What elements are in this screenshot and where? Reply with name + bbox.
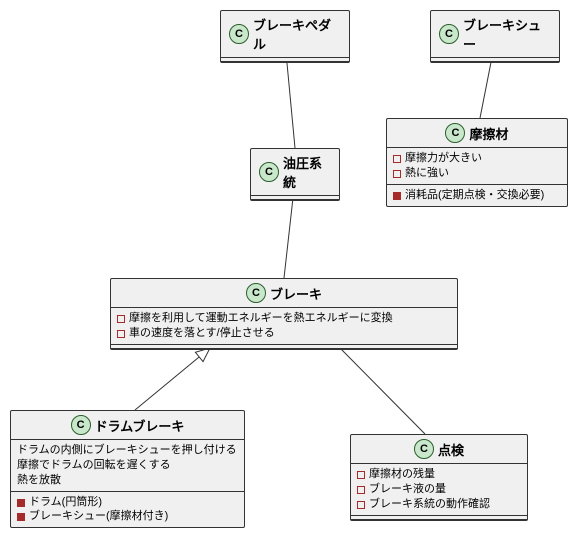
list-item: 車の速度を落とす/停止させる xyxy=(117,326,451,341)
node-divider xyxy=(251,196,339,200)
square-filled-icon xyxy=(393,192,401,200)
node-title: 摩擦材 xyxy=(469,124,508,143)
square-filled-icon xyxy=(17,513,25,521)
node-header: C ブレーキペダル xyxy=(221,11,349,58)
square-icon xyxy=(117,330,125,338)
node-title: 油圧系統 xyxy=(283,153,331,191)
class-icon: C xyxy=(229,24,249,44)
node-header: C 油圧系統 xyxy=(251,149,339,196)
square-icon xyxy=(357,486,365,494)
node-brake-pedal: C ブレーキペダル xyxy=(220,10,350,63)
plain-text: 摩擦でドラムの回転を遅くする xyxy=(17,458,238,473)
node-section: 摩擦力が大きい 熱に強い xyxy=(387,148,567,185)
item-text: 熱に強い xyxy=(405,166,449,181)
node-divider xyxy=(351,516,527,520)
node-header: C 摩擦材 xyxy=(387,119,567,148)
item-text: 摩擦力が大きい xyxy=(405,151,482,166)
list-item: 消耗品(定期点検・交換必要) xyxy=(393,188,561,203)
class-icon: C xyxy=(439,24,459,44)
list-item: ブレーキシュー(摩擦材付き) xyxy=(17,509,238,524)
node-title: ブレーキペダル xyxy=(253,15,341,53)
diagram-canvas: C ブレーキペダル C ブレーキシュー C 油圧系統 C 摩擦材 摩擦力が大きい… xyxy=(0,0,577,547)
list-item: 摩擦を利用して運動エネルギーを熱エネルギーに変換 xyxy=(117,311,451,326)
node-brake-shoe: C ブレーキシュー xyxy=(430,10,560,63)
square-icon xyxy=(393,170,401,178)
item-text: 消耗品(定期点検・交換必要) xyxy=(405,188,544,203)
node-inspection: C 点検 摩擦材の残量 ブレーキ液の量 ブレーキ系統の動作確認 xyxy=(350,434,528,521)
list-item: 摩擦材の残量 xyxy=(357,467,521,482)
square-icon xyxy=(357,501,365,509)
item-text: 摩擦材の残量 xyxy=(369,467,435,482)
node-header: C 点検 xyxy=(351,435,527,464)
list-item: ブレーキ液の量 xyxy=(357,482,521,497)
node-header: C ドラムブレーキ xyxy=(11,411,244,440)
square-icon xyxy=(393,155,401,163)
list-item: 熱に強い xyxy=(393,166,561,181)
node-divider xyxy=(221,58,349,62)
class-icon: C xyxy=(414,439,434,459)
list-item: 摩擦力が大きい xyxy=(393,151,561,166)
node-section: 摩擦材の残量 ブレーキ液の量 ブレーキ系統の動作確認 xyxy=(351,464,527,516)
node-friction-material: C 摩擦材 摩擦力が大きい 熱に強い 消耗品(定期点検・交換必要) xyxy=(386,118,568,207)
square-filled-icon xyxy=(17,499,25,507)
node-hydraulic: C 油圧系統 xyxy=(250,148,340,201)
node-divider xyxy=(111,345,457,349)
square-icon xyxy=(117,315,125,323)
item-text: ブレーキ液の量 xyxy=(369,482,446,497)
item-text: ドラム(円筒形) xyxy=(29,495,102,510)
node-brake: C ブレーキ 摩擦を利用して運動エネルギーを熱エネルギーに変換 車の速度を落とす… xyxy=(110,278,458,350)
square-icon xyxy=(357,471,365,479)
item-text: ブレーキシュー(摩擦材付き) xyxy=(29,509,168,524)
class-icon: C xyxy=(71,415,91,435)
node-title: ブレーキシュー xyxy=(463,15,551,53)
node-title: ドラムブレーキ xyxy=(95,416,185,435)
plain-text: 熱を放散 xyxy=(17,473,238,488)
node-section: ドラムの内側にブレーキシューを押し付ける 摩擦でドラムの回転を遅くする 熱を放散 xyxy=(11,440,244,492)
node-divider xyxy=(431,58,559,62)
node-section: 消耗品(定期点検・交換必要) xyxy=(387,185,567,206)
list-item: ドラム(円筒形) xyxy=(17,495,238,510)
node-section: ドラム(円筒形) ブレーキシュー(摩擦材付き) xyxy=(11,492,244,528)
class-icon: C xyxy=(246,283,266,303)
item-text: 摩擦を利用して運動エネルギーを熱エネルギーに変換 xyxy=(129,311,393,326)
node-section: 摩擦を利用して運動エネルギーを熱エネルギーに変換 車の速度を落とす/停止させる xyxy=(111,308,457,345)
node-header: C ブレーキ xyxy=(111,279,457,308)
item-text: 車の速度を落とす/停止させる xyxy=(129,326,275,341)
node-header: C ブレーキシュー xyxy=(431,11,559,58)
node-title: ブレーキ xyxy=(270,284,322,303)
class-icon: C xyxy=(259,162,279,182)
class-icon: C xyxy=(445,123,465,143)
node-title: 点検 xyxy=(438,440,464,459)
item-text: ブレーキ系統の動作確認 xyxy=(369,497,490,512)
node-drum-brake: C ドラムブレーキ ドラムの内側にブレーキシューを押し付ける 摩擦でドラムの回転… xyxy=(10,410,245,528)
list-item: ブレーキ系統の動作確認 xyxy=(357,497,521,512)
plain-text: ドラムの内側にブレーキシューを押し付ける xyxy=(17,443,238,458)
